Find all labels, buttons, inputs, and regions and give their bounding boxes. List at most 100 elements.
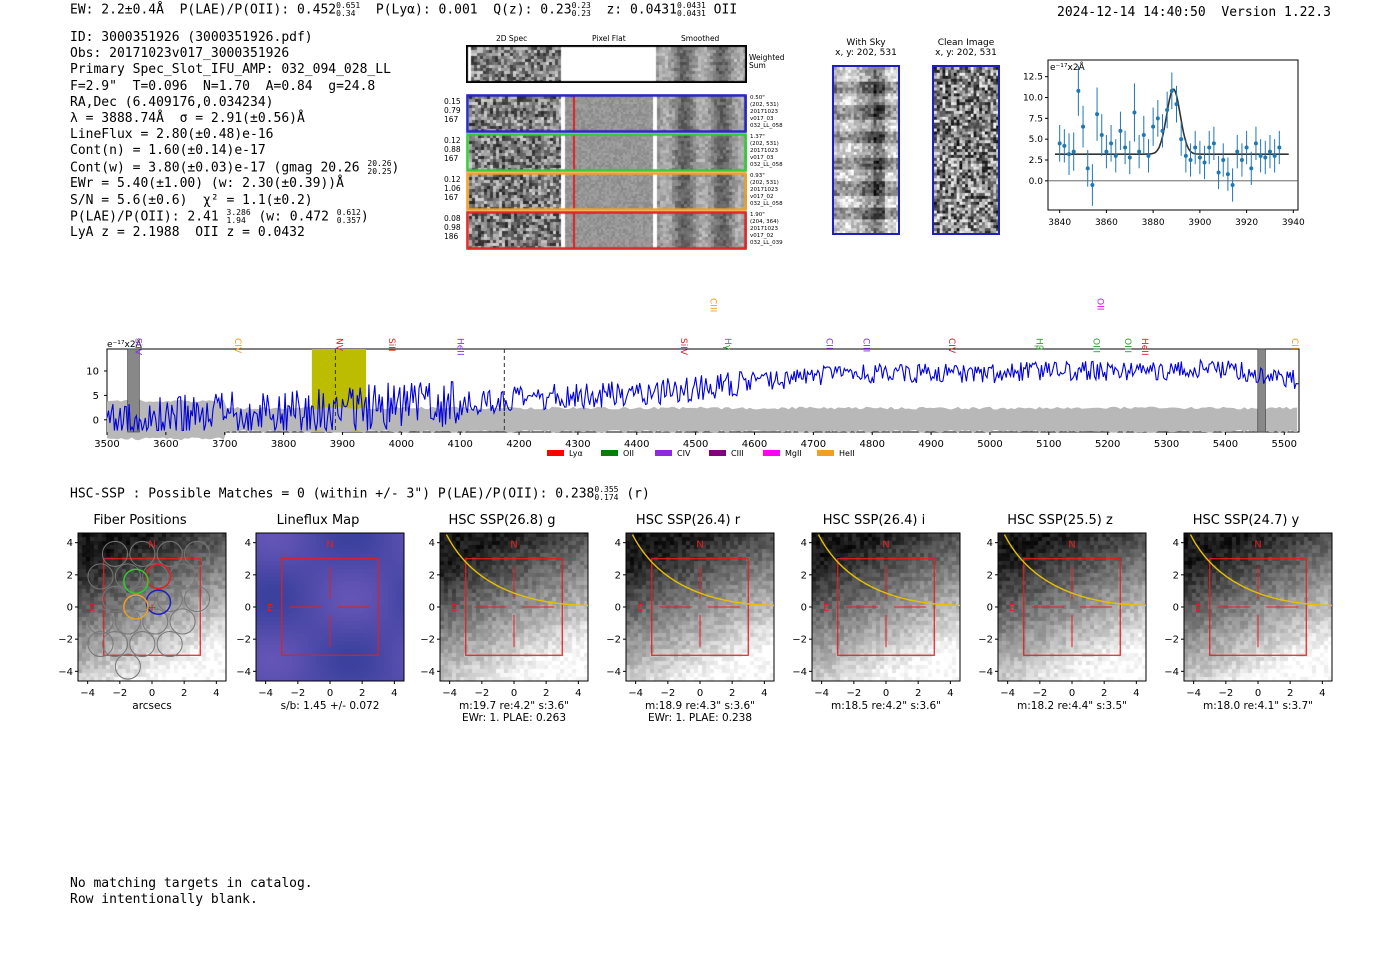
panel-ytick-label: 2 xyxy=(987,570,993,581)
cutout-row-meta-line: (204, 364) xyxy=(750,219,779,225)
spectrum-xtick-label: 4700 xyxy=(801,439,826,450)
cutout-row-value: 186 xyxy=(444,232,459,241)
spectrum-error-envelope xyxy=(107,399,1298,441)
weighted-sum-label: Weighted Sum xyxy=(749,53,785,70)
fit-xtick-label: 3860 xyxy=(1095,218,1118,228)
fit-point xyxy=(1132,110,1137,115)
image-panel-frame xyxy=(439,532,589,682)
spectrum-xtick-label: 4300 xyxy=(565,439,590,450)
panel-ytick-label: 2 xyxy=(245,570,251,581)
clean-image-subtitle: x, y: 202, 531 xyxy=(935,48,997,58)
header-timestamp-block: 2024-12-14 14:40:50 Version 1.22.3 xyxy=(1057,5,1331,20)
fit-point xyxy=(1235,149,1240,154)
fiber-circle xyxy=(129,630,156,658)
panel-xtick-label: 2 xyxy=(543,688,549,699)
cutout-row-meta-line: v017_03 xyxy=(750,116,774,122)
fit-point xyxy=(1263,155,1268,160)
panel-ytick-label: −2 xyxy=(1164,635,1179,646)
header-plae-hi: 0.651 xyxy=(336,1,361,10)
fit-point xyxy=(1113,153,1118,158)
panel-ytick-label: 0 xyxy=(429,603,435,614)
header-plya: P(Lyα): 0.001 xyxy=(375,2,478,18)
spectrum-xtick-label: 3700 xyxy=(212,439,237,450)
panel-xtick-label: −4 xyxy=(628,688,643,699)
panel-ytick-label: 2 xyxy=(429,570,435,581)
search-box xyxy=(103,558,201,656)
panel-ytick-label: 4 xyxy=(615,538,621,549)
info-contw: Cont(w) = 3.80(±0.03)e-17 (gmag 20.26 xyxy=(70,160,360,176)
detection-info: ID: 3000351926 (3000351926.pdf) Obs: 2017… xyxy=(70,30,399,242)
cutout-row-values: 0.12 1.06 167 xyxy=(444,175,464,202)
fit-point xyxy=(1127,155,1132,160)
panel-ytick-label: 2 xyxy=(1173,570,1179,581)
info-radec: RA,Dec (6.409176,0.034234) xyxy=(70,94,274,110)
spectrum-xtick-label: 4600 xyxy=(742,439,767,450)
spectrum-line-label: OII xyxy=(1095,298,1105,310)
spectrum-legend-label: CIV xyxy=(677,449,691,458)
fit-point xyxy=(1239,158,1244,162)
cutout-row-meta-line: 20171023 xyxy=(750,187,778,193)
image-panel-frame xyxy=(997,532,1147,682)
fit-point xyxy=(1067,152,1072,157)
panel-xtick-label: 2 xyxy=(1287,688,1293,699)
spectrum-xtick-label: 5100 xyxy=(1036,439,1061,450)
spectrum-ytick-label: 5 xyxy=(93,391,99,402)
fit-point xyxy=(1258,153,1263,158)
cutout-row-image xyxy=(466,94,747,133)
panel-xtick-label: 4 xyxy=(947,688,953,699)
image-panel-caption-2: EWr: 1. PLAE: 0.238 xyxy=(647,712,753,724)
spectrum-line-label: CIII xyxy=(860,338,870,352)
image-panel-caption: m:19.7 re:4.2" s:3.6" xyxy=(459,700,569,712)
fiber-circle xyxy=(183,585,211,613)
cutout-row-meta-line: 0.50" xyxy=(750,95,765,101)
image-panel-title: Lineflux Map xyxy=(276,513,360,528)
spectrum-line-label: SiII xyxy=(386,338,396,352)
panel-xtick-label: 0 xyxy=(697,688,703,699)
fit-point xyxy=(1193,145,1198,150)
fit-point xyxy=(1062,143,1067,148)
with-sky-title: With Sky xyxy=(846,38,886,48)
cutout-col-title: 2D Spec xyxy=(496,34,528,43)
spectrum-legend-label: CIII xyxy=(731,449,744,458)
image-panel: Fiber Positions + N E −4 −4 −2 −2 0 0 2 2 4 4 arcsecs xyxy=(48,513,236,723)
cutout-row-value: 0.88 xyxy=(444,145,461,154)
image-panel-canvas xyxy=(626,533,774,681)
cutout-row: 0.08 0.98 186 1.90" (204, 364) 20171023 v017_0… xyxy=(444,211,784,250)
panel-xtick-label: −4 xyxy=(1000,688,1015,699)
panel-ytick-label: −4 xyxy=(236,667,251,678)
image-panel-canvas xyxy=(1184,533,1332,681)
spectrum-line-label: OIII xyxy=(1091,338,1101,353)
spectrum-xtick-label: 4200 xyxy=(506,439,531,450)
clean-image xyxy=(932,65,1000,235)
north-label: N xyxy=(882,539,889,550)
panel-xtick-label: 4 xyxy=(391,688,397,699)
panel-ytick-label: −4 xyxy=(58,667,73,678)
panel-xtick-label: −4 xyxy=(258,688,273,699)
spectrum-xtick-label: 4100 xyxy=(447,439,472,450)
east-label: E xyxy=(89,603,95,614)
panel-ytick-label: 4 xyxy=(245,538,251,549)
panel-xtick-label: 0 xyxy=(149,688,155,699)
panel-ytick-label: −2 xyxy=(792,635,807,646)
spectrum-ytick-label: 0 xyxy=(93,415,99,426)
info-obs: Obs: 20171023v017_3000351926 xyxy=(70,46,290,62)
fit-xtick-label: 3880 xyxy=(1142,218,1165,228)
image-panel-frame xyxy=(1183,532,1333,682)
fit-point xyxy=(1253,141,1258,146)
fiber-circle xyxy=(114,653,141,680)
fit-xtick-label: 3840 xyxy=(1048,218,1071,228)
fit-point xyxy=(1188,158,1193,162)
cutout-row-image xyxy=(466,211,747,250)
image-panel-caption: arcsecs xyxy=(132,700,172,712)
info-id: ID: 3000351926 (3000351926.pdf) xyxy=(70,30,313,45)
fiber-circle xyxy=(87,630,114,658)
galaxy-ellipse xyxy=(1189,534,1333,607)
fit-ytick-label: 12.5 xyxy=(1023,73,1043,83)
spectrum-line-label: SiIV xyxy=(678,338,688,356)
cutout-row-meta-line: v017_03 xyxy=(750,155,774,161)
fit-point xyxy=(1165,108,1170,112)
fit-point xyxy=(1118,128,1123,133)
weighted-sum-cutout xyxy=(466,45,747,83)
cutout-row-meta-line: 032_LL_039 xyxy=(750,240,783,246)
panel-xtick-label: −2 xyxy=(1218,688,1233,699)
